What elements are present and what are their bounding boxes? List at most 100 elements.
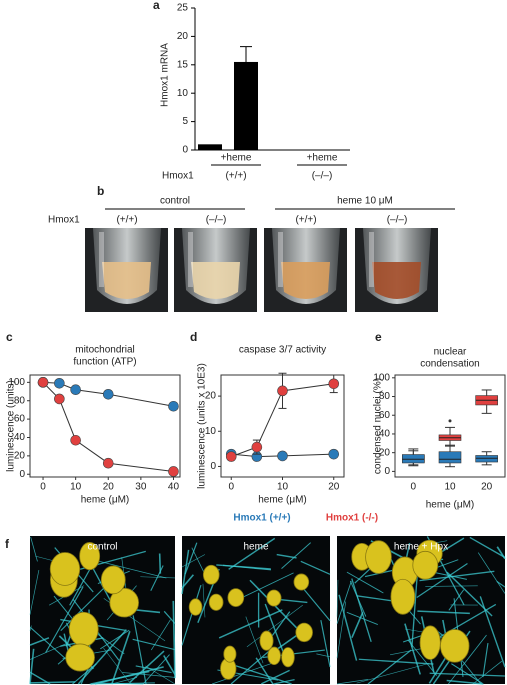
actin-fiber: [448, 589, 465, 611]
treatment-label: +heme: [221, 153, 252, 164]
pellet: [281, 262, 330, 299]
actin-fiber: [416, 562, 468, 598]
actin-fiber: [29, 637, 50, 646]
data-point: [277, 385, 288, 397]
y-tick-label: 10: [205, 426, 217, 437]
actin-fiber: [230, 650, 270, 685]
y-tick-label: 60: [379, 410, 391, 421]
genotype-label: (+/+): [225, 171, 246, 182]
x-axis-label: heme (μM): [426, 500, 475, 511]
panel-label: f: [5, 537, 10, 551]
panel-label: d: [190, 330, 197, 344]
actin-fiber: [29, 625, 32, 631]
actin-fiber: [446, 679, 484, 685]
data-point: [225, 451, 237, 462]
series-line: [231, 383, 334, 458]
pellet: [102, 262, 151, 299]
actin-fiber: [356, 595, 393, 602]
y-tick-label: 20: [379, 447, 391, 458]
actin-fiber: [111, 631, 131, 685]
actin-fiber: [129, 650, 165, 683]
actin-fiber: [145, 665, 176, 685]
actin-fiber: [281, 542, 312, 569]
actin-fiber: [300, 560, 331, 575]
actin-fiber: [132, 615, 147, 685]
nucleus: [227, 588, 245, 607]
nucleus: [68, 611, 99, 647]
actin-fiber: [469, 536, 506, 559]
nucleus: [208, 593, 224, 611]
legend-entry: Hmox1 (-/-): [326, 513, 378, 524]
data-point: [102, 388, 114, 400]
bar: [234, 61, 258, 150]
x-tick-label: 10: [70, 482, 82, 493]
actin-fiber: [346, 611, 378, 626]
micrograph: [182, 536, 330, 684]
actin-fiber: [356, 663, 430, 684]
actin-fiber: [246, 604, 303, 648]
y-tick-label: 0: [210, 461, 216, 472]
actin-fiber: [404, 623, 421, 675]
actin-fiber: [429, 672, 506, 677]
highlight: [278, 232, 283, 287]
x-tick-label: 20: [328, 482, 340, 493]
actin-fiber: [425, 585, 478, 587]
highlight: [99, 232, 104, 287]
actin-fiber: [88, 558, 167, 579]
actin-fiber: [111, 676, 138, 685]
actin-fiber: [479, 596, 506, 668]
actin-fiber: [60, 584, 108, 632]
actin-fiber: [482, 642, 489, 678]
chart-title: condensation: [420, 359, 480, 370]
data-point: [328, 378, 340, 390]
actin-fiber: [228, 537, 276, 570]
row-label: Hmox1: [162, 171, 194, 182]
data-point: [168, 400, 179, 412]
outlier: [448, 419, 452, 423]
nucleus: [202, 564, 220, 585]
actin-fiber: [216, 564, 271, 570]
x-tick-label: 30: [135, 482, 147, 493]
data-point: [328, 448, 340, 460]
actin-fiber: [338, 594, 358, 661]
bar: [198, 144, 222, 150]
x-tick-label: 0: [40, 482, 46, 493]
nucleus: [223, 645, 237, 663]
actin-fiber: [181, 549, 190, 595]
actin-fiber: [29, 648, 35, 685]
y-axis-label: luminescence (units x 10E3): [197, 363, 208, 489]
micrograph-label: heme: [243, 542, 268, 553]
nucleus: [65, 643, 95, 672]
y-tick-label: 80: [379, 391, 391, 402]
actin-fiber: [496, 580, 506, 588]
actin-fiber: [181, 584, 202, 646]
actin-fiber: [77, 629, 128, 685]
nucleus: [267, 646, 281, 666]
legend-entry: Hmox1 (+/+): [233, 513, 290, 524]
micrograph-label: control: [87, 542, 117, 553]
actin-fiber: [448, 634, 487, 685]
chart-title: function (ATP): [73, 357, 136, 368]
actin-fiber: [411, 576, 418, 647]
chart-title: nuclear: [434, 347, 467, 358]
x-tick-label: 20: [103, 482, 115, 493]
actin-fiber: [346, 571, 384, 594]
x-tick-label: 10: [277, 482, 289, 493]
actin-fiber: [417, 610, 470, 615]
actin-fiber: [336, 579, 339, 617]
y-tick-label: 5: [182, 116, 188, 127]
actin-fiber: [277, 598, 308, 604]
actin-fiber: [30, 536, 38, 562]
nucleus: [109, 587, 139, 618]
x-tick-label: 10: [444, 482, 456, 493]
actin-fiber: [477, 552, 506, 594]
x-axis-label: heme (μM): [81, 495, 130, 506]
actin-fiber: [351, 578, 372, 643]
plot-frame: [29, 374, 181, 478]
chart-title: mitochondrial: [75, 345, 134, 356]
highlight: [188, 232, 193, 287]
actin-fiber: [336, 581, 352, 624]
y-tick-label: 100: [8, 377, 25, 388]
y-axis-label: luminescence (units): [6, 380, 17, 472]
y-tick-label: 60: [14, 414, 26, 425]
